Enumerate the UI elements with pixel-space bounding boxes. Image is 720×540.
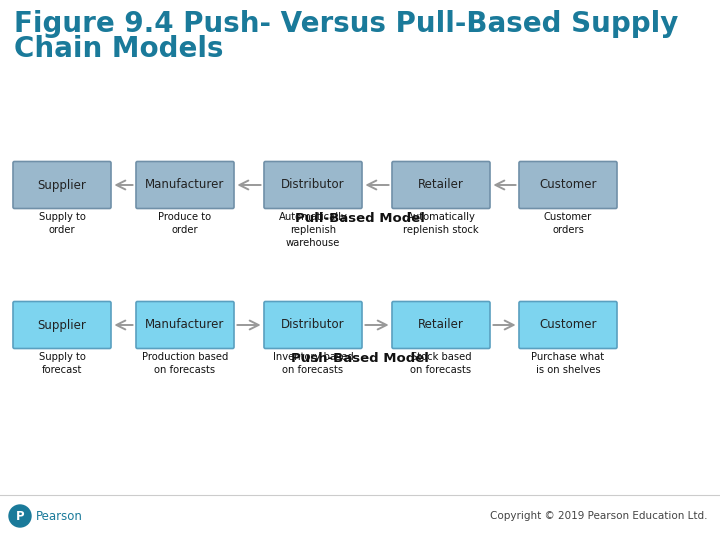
Text: Manufacturer: Manufacturer [145, 319, 225, 332]
Text: Chain Models: Chain Models [14, 35, 223, 63]
Text: Supply to
order: Supply to order [39, 212, 86, 235]
Text: Inventory based
on forecasts: Inventory based on forecasts [273, 352, 354, 375]
Text: Customer
orders: Customer orders [544, 212, 592, 235]
Text: Customer: Customer [539, 179, 597, 192]
FancyBboxPatch shape [136, 301, 234, 348]
FancyBboxPatch shape [136, 161, 234, 208]
FancyBboxPatch shape [392, 161, 490, 208]
Text: Customer: Customer [539, 319, 597, 332]
Text: Retailer: Retailer [418, 179, 464, 192]
Text: Distributor: Distributor [282, 179, 345, 192]
Text: Supplier: Supplier [37, 319, 86, 332]
FancyBboxPatch shape [392, 301, 490, 348]
Text: Push-Based Model: Push-Based Model [291, 352, 429, 365]
Text: Copyright © 2019 Pearson Education Ltd.: Copyright © 2019 Pearson Education Ltd. [490, 511, 708, 521]
Text: Produce to
order: Produce to order [158, 212, 212, 235]
Text: Pull-Based Model: Pull-Based Model [295, 212, 425, 225]
FancyBboxPatch shape [519, 161, 617, 208]
Text: Pearson: Pearson [36, 510, 83, 523]
Text: Distributor: Distributor [282, 319, 345, 332]
Text: Production based
on forecasts: Production based on forecasts [142, 352, 228, 375]
FancyBboxPatch shape [519, 301, 617, 348]
Text: P: P [16, 510, 24, 523]
Circle shape [9, 505, 31, 527]
Text: Supplier: Supplier [37, 179, 86, 192]
FancyBboxPatch shape [13, 161, 111, 208]
Text: Retailer: Retailer [418, 319, 464, 332]
FancyBboxPatch shape [264, 301, 362, 348]
FancyBboxPatch shape [264, 161, 362, 208]
Text: Automatically
replenish stock: Automatically replenish stock [403, 212, 479, 235]
Text: Supply to
forecast: Supply to forecast [39, 352, 86, 375]
Text: Figure 9.4 Push- Versus Pull-Based Supply: Figure 9.4 Push- Versus Pull-Based Suppl… [14, 10, 678, 38]
Text: Manufacturer: Manufacturer [145, 179, 225, 192]
FancyBboxPatch shape [13, 301, 111, 348]
Text: Stock based
on forecasts: Stock based on forecasts [410, 352, 472, 375]
Text: Purchase what
is on shelves: Purchase what is on shelves [531, 352, 605, 375]
Text: Automatically
replenish
warehouse: Automatically replenish warehouse [279, 212, 348, 248]
